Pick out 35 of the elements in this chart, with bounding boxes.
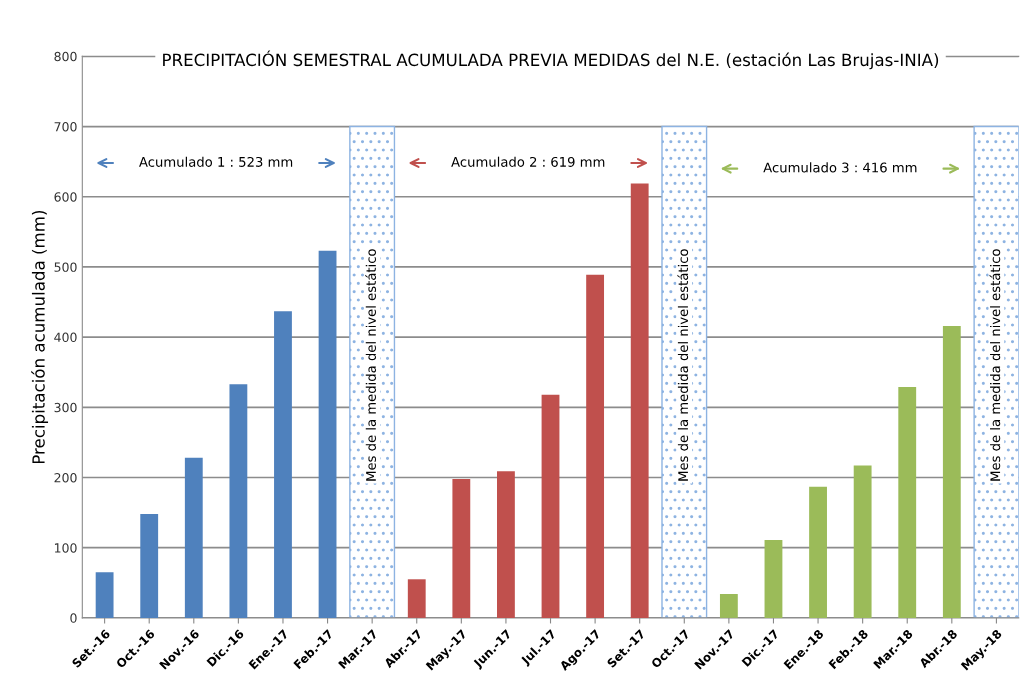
bar xyxy=(229,384,248,618)
band-label: Mes de la medida del nivel estático xyxy=(365,249,376,481)
bar xyxy=(140,514,159,618)
band-label: Mes de la medida del nivel estático xyxy=(989,249,1001,481)
y-tick-label: 700 xyxy=(54,122,77,132)
y-tick-label: 300 xyxy=(54,402,77,413)
y-tick-label: 600 xyxy=(54,192,77,202)
bar xyxy=(586,274,605,618)
bar xyxy=(898,386,917,618)
annotation: Acumulado 1 : 523 mm xyxy=(139,156,293,167)
bar xyxy=(719,594,738,618)
bar xyxy=(184,457,203,618)
y-tick-label: 500 xyxy=(54,262,77,272)
bar xyxy=(630,183,649,618)
bar xyxy=(407,579,426,618)
y-tick-label: 0 xyxy=(70,613,77,623)
chart-title: PRECIPITACIÓN SEMESTRAL ACUMULADA PREVIA MEDIDAS del N.E. (estación Las Brujas-INIA) xyxy=(163,50,939,70)
annotation: Acumulado 2 : 619 mm xyxy=(451,156,605,167)
bar xyxy=(764,539,783,618)
y-axis-title: Precipitación acumulada (mm) xyxy=(31,210,49,464)
bar xyxy=(274,311,292,618)
bar xyxy=(853,465,872,618)
bar xyxy=(95,572,114,618)
annotation: Acumulado 3 : 416 mm xyxy=(763,162,917,173)
y-tick-label: 200 xyxy=(54,472,77,483)
bar xyxy=(452,478,471,618)
bar xyxy=(497,471,515,618)
y-tick-label: 800 xyxy=(54,51,77,62)
bar xyxy=(809,486,827,618)
bar xyxy=(541,394,560,618)
bar xyxy=(942,325,961,618)
bar xyxy=(318,250,337,618)
y-tick-label: 400 xyxy=(54,332,77,343)
band-label: Mes de la medida del nivel estático xyxy=(677,249,689,481)
y-tick-label: 100 xyxy=(54,543,77,553)
